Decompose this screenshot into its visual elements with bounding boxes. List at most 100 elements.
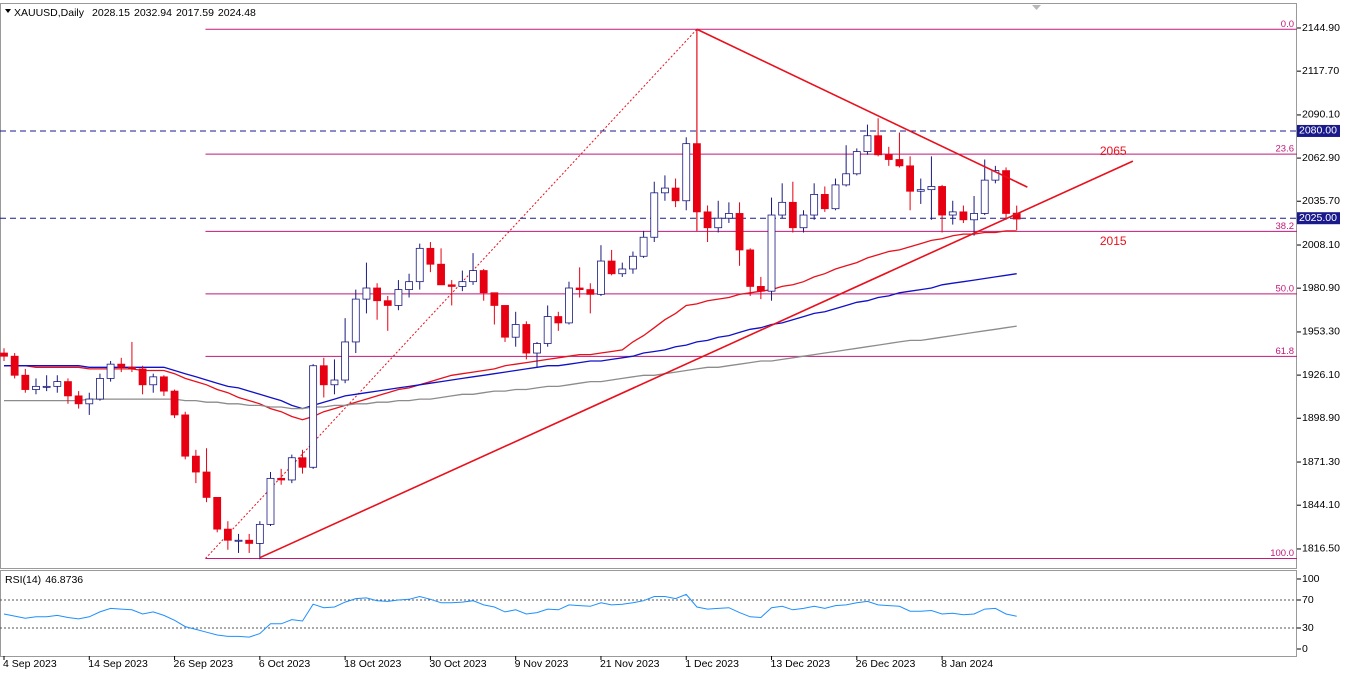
ohlc-value: 2032.94 (134, 7, 172, 19)
candle-body (842, 173, 851, 186)
moving-average (4, 273, 1017, 410)
candle-body (373, 287, 382, 302)
candle-body (447, 284, 456, 287)
y-tick-label: 2117.70 (1302, 65, 1339, 77)
candle-body (0, 352, 8, 357)
scroll-marker[interactable] (1032, 5, 1041, 10)
candle-body (799, 214, 808, 229)
x-tick-label: 6 Oct 2023 (259, 658, 311, 670)
candle-body (863, 135, 872, 152)
candle-body (469, 270, 477, 283)
price-box (1297, 212, 1340, 225)
candle-body (202, 471, 211, 498)
candle-body (703, 211, 712, 229)
candle-body (181, 414, 190, 457)
y-tick-label: 2090.10 (1302, 109, 1340, 121)
candle-body (948, 211, 957, 216)
candle-body (874, 135, 883, 156)
price-box-label: 2080.00 (1299, 125, 1337, 137)
trendline (259, 160, 1134, 559)
y-tick-label: 1926.10 (1302, 369, 1340, 381)
fib-level-label: 61.8 (1276, 346, 1295, 357)
candle-body (405, 281, 413, 290)
x-tick-label: 14 Sep 2023 (88, 658, 148, 670)
rsi-panel-frame (0, 570, 1297, 657)
candle-body (724, 213, 733, 219)
candle-body (511, 324, 520, 338)
candle-body (85, 398, 94, 405)
candle-body (650, 192, 659, 238)
candle-body (788, 201, 797, 229)
candle-body (671, 187, 680, 202)
candle-body (351, 298, 360, 343)
price-box (1297, 124, 1340, 137)
price-panel-frame (0, 3, 1297, 569)
candles-layer (0, 29, 1021, 560)
candle-body (341, 341, 350, 381)
candle-body (756, 286, 765, 292)
rsi-layer (0, 578, 1301, 650)
candle-body (213, 497, 222, 530)
y-tick-label: 2035.70 (1302, 195, 1340, 207)
candle-body (42, 385, 51, 388)
y-tick-label: 1871.30 (1302, 456, 1340, 468)
rsi-line (3, 593, 1017, 638)
candle-body (383, 300, 392, 306)
y-tick-label: 1844.10 (1302, 499, 1340, 511)
y-tick-label: 2144.90 (1302, 22, 1340, 34)
candle-body (565, 287, 573, 324)
fib-level-label: 0.0 (1281, 19, 1294, 30)
candle-body (437, 263, 445, 286)
y-tick-label: 1816.50 (1302, 543, 1340, 555)
candle-body (693, 143, 701, 213)
candle-body (394, 289, 403, 306)
candle-body (458, 281, 467, 287)
annotation: 2015 (1100, 234, 1127, 248)
fib-level-label: 38.2 (1276, 221, 1295, 232)
y-tick-label: 1980.90 (1302, 282, 1340, 294)
candle-body (255, 523, 264, 544)
chart-title: XAUUSD,Daily (14, 7, 85, 19)
ohlc-value: 2024.48 (218, 7, 256, 19)
rsi-tick-label: 70 (1302, 594, 1314, 606)
candle-body (362, 287, 371, 300)
candle-body (106, 363, 115, 379)
y-tick-label: 2008.10 (1302, 239, 1340, 251)
collapse-marker[interactable] (5, 9, 11, 13)
candle-body (906, 165, 914, 192)
candle-body (32, 385, 40, 390)
annotation: 2065 (1100, 144, 1127, 158)
fib-level-label: 50.0 (1276, 283, 1295, 294)
candle-body (586, 289, 595, 295)
candle-body (501, 305, 509, 338)
candle-body (629, 255, 637, 270)
candle-body (234, 539, 243, 542)
candle-body (138, 368, 147, 386)
candle-body (852, 151, 861, 175)
candle-body (533, 343, 541, 354)
candle-body (319, 365, 328, 386)
candle-body (927, 186, 936, 191)
candle-body (543, 316, 552, 344)
y-tick-label: 1953.30 (1302, 326, 1340, 338)
candle-body (415, 247, 424, 283)
x-tick-label: 26 Sep 2023 (174, 658, 234, 670)
candle-body (746, 249, 755, 287)
candle-body (959, 211, 968, 221)
candle-body (639, 236, 648, 257)
candle-body (266, 477, 275, 525)
x-tick-label: 30 Oct 2023 (429, 658, 486, 670)
rsi-value: 46.8736 (45, 574, 83, 586)
y-tick-label: 2062.90 (1302, 152, 1340, 164)
candle-body (810, 194, 819, 216)
labels-layer: 2144.90 2117.70 2090.10 2062.90 2035.70 2008.… (3, 7, 1340, 670)
x-tick-label: 8 Jan 2024 (941, 658, 993, 670)
candle-body (970, 213, 978, 221)
candle-body (53, 381, 62, 387)
candle-body (884, 154, 893, 160)
candle-body (490, 292, 499, 306)
x-tick-label: 26 Dec 2023 (856, 658, 916, 670)
candle-body (191, 455, 200, 473)
candle-body (607, 260, 616, 275)
